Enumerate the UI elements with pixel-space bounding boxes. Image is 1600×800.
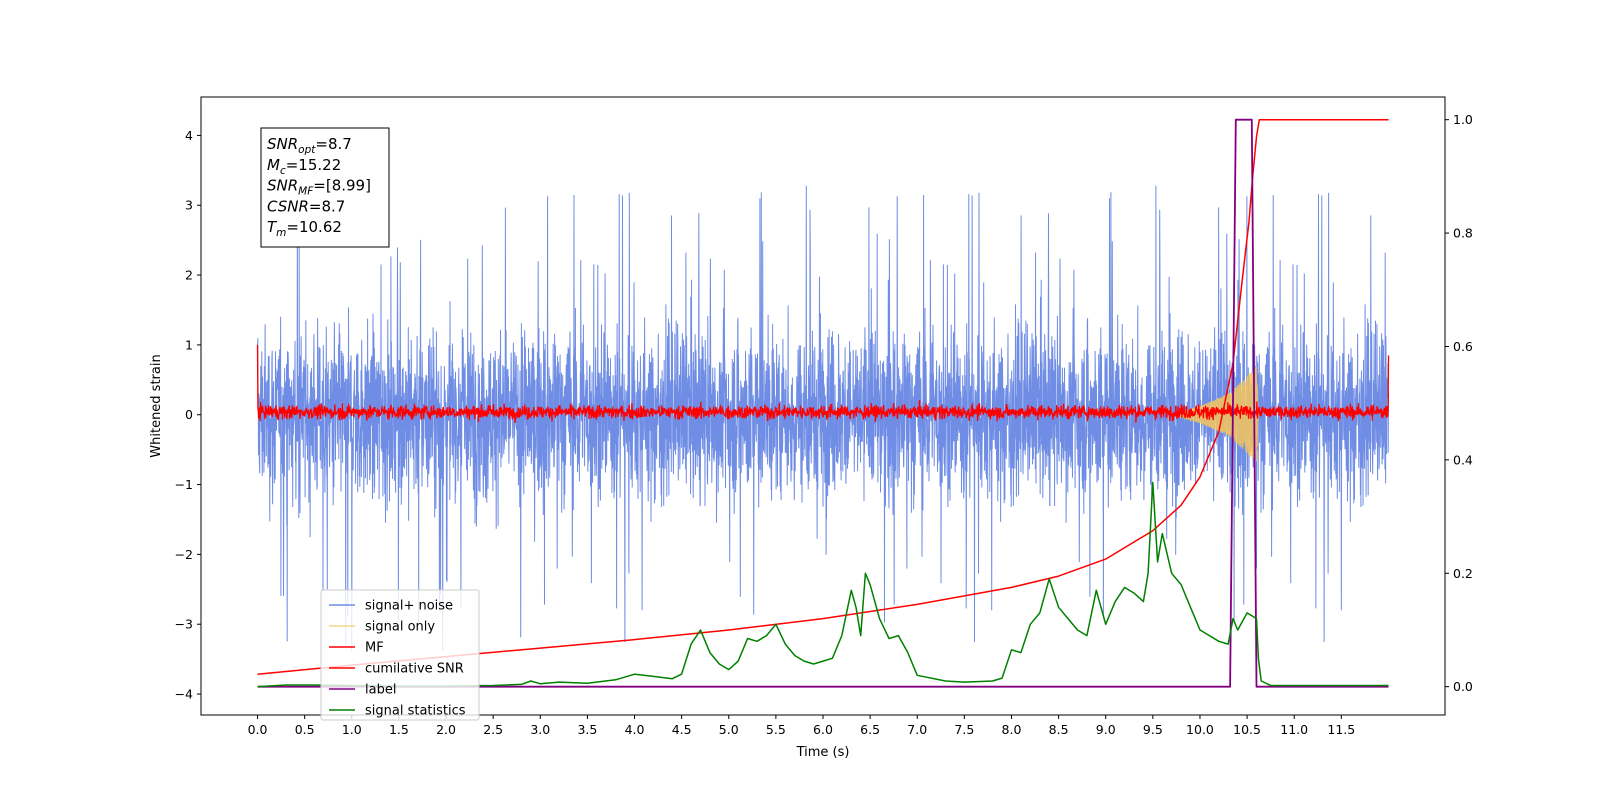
x-tick-label: 3.0 bbox=[530, 722, 550, 737]
x-tick-label: 10.5 bbox=[1233, 722, 1261, 737]
annotation-line: Tm=10.62 bbox=[267, 218, 342, 239]
x-tick-label: 5.0 bbox=[719, 722, 739, 737]
y-left-tick-label: 2 bbox=[185, 268, 193, 283]
x-tick-label: 6.0 bbox=[813, 722, 833, 737]
x-tick-label: 1.5 bbox=[389, 722, 409, 737]
x-tick-label: 4.5 bbox=[672, 722, 692, 737]
series-mf bbox=[256, 344, 1390, 424]
x-tick-label: 0.5 bbox=[295, 722, 315, 737]
x-tick-label: 4.0 bbox=[625, 722, 645, 737]
y-right-tick-label: 0.2 bbox=[1453, 566, 1473, 581]
x-tick-label: 3.5 bbox=[577, 722, 597, 737]
x-tick-label: 8.5 bbox=[1049, 722, 1069, 737]
legend-label: cumilative SNR bbox=[365, 662, 464, 677]
x-tick-label: 7.5 bbox=[954, 722, 974, 737]
y-left-tick-label: −1 bbox=[175, 477, 193, 492]
legend-label: signal+ noise bbox=[365, 599, 453, 614]
y-axis-right: 0.0 0.2 0.4 0.6 0.8 1.0 bbox=[1445, 112, 1473, 694]
series-cumulative-snr bbox=[257, 118, 1389, 675]
y-left-tick-label: −3 bbox=[175, 617, 193, 632]
legend-label: label bbox=[365, 683, 396, 698]
y-left-tick-label: −4 bbox=[175, 687, 193, 702]
annotation-line: SNRMF=[8.99] bbox=[267, 177, 371, 198]
y-right-tick-label: 1.0 bbox=[1453, 112, 1473, 127]
x-tick-label: 2.0 bbox=[436, 722, 456, 737]
y-right-tick-label: 0.6 bbox=[1453, 339, 1473, 354]
legend-label: signal statistics bbox=[365, 704, 466, 719]
x-tick-label: 9.0 bbox=[1096, 722, 1116, 737]
x-tick-label: 0.0 bbox=[248, 722, 268, 737]
series-signal-plus-noise bbox=[257, 179, 1389, 652]
x-tick-label: 9.5 bbox=[1143, 722, 1163, 737]
y-left-tick-label: 3 bbox=[185, 198, 193, 213]
x-tick-label: 8.0 bbox=[1002, 722, 1022, 737]
legend-frame bbox=[320, 589, 480, 721]
annotation-box-frame bbox=[260, 127, 390, 248]
x-tick-label: 10.0 bbox=[1186, 722, 1214, 737]
y-left-tick-label: 4 bbox=[185, 128, 193, 143]
y-axis-title: Whitened strain bbox=[149, 354, 164, 457]
legend-label: signal only bbox=[365, 620, 435, 635]
legend: signal+ noise signal only MF cumilative SNR… bbox=[320, 589, 480, 721]
y-right-tick-label: 0.4 bbox=[1453, 452, 1473, 467]
annotation-line: CSNR=8.7 bbox=[267, 197, 345, 215]
y-left-tick-label: 0 bbox=[185, 407, 193, 422]
x-tick-label: 5.5 bbox=[766, 722, 786, 737]
x-axis-title: Time (s) bbox=[796, 745, 850, 760]
x-tick-label: 2.5 bbox=[483, 722, 503, 737]
y-right-tick-label: 0.0 bbox=[1453, 679, 1473, 694]
y-axis-left: −4 −3 −2 −1 0 1 2 3 4 bbox=[175, 128, 201, 702]
x-tick-label: 11.0 bbox=[1280, 722, 1308, 737]
x-tick-label: 6.5 bbox=[860, 722, 880, 737]
annotation-line: SNRopt=8.7 bbox=[267, 135, 352, 156]
x-axis: 0.0 0.5 1.0 1.5 2.0 2.5 3.0 3.5 4.0 4.5 5.0 5.5 6.0 6… bbox=[248, 715, 1355, 737]
series-signal-statistics bbox=[257, 481, 1389, 688]
series-label bbox=[257, 118, 1389, 688]
series-layer bbox=[256, 118, 1390, 688]
x-tick-label: 11.5 bbox=[1327, 722, 1355, 737]
y-left-tick-label: −2 bbox=[175, 547, 193, 562]
annotation-line: Mc=15.22 bbox=[267, 156, 341, 177]
x-tick-label: 1.0 bbox=[342, 722, 362, 737]
y-left-tick-label: 1 bbox=[185, 337, 193, 352]
series-signal-only bbox=[1171, 366, 1259, 462]
x-tick-label: 7.0 bbox=[907, 722, 927, 737]
legend-label: MF bbox=[365, 641, 384, 656]
y-right-tick-label: 0.8 bbox=[1453, 226, 1473, 241]
